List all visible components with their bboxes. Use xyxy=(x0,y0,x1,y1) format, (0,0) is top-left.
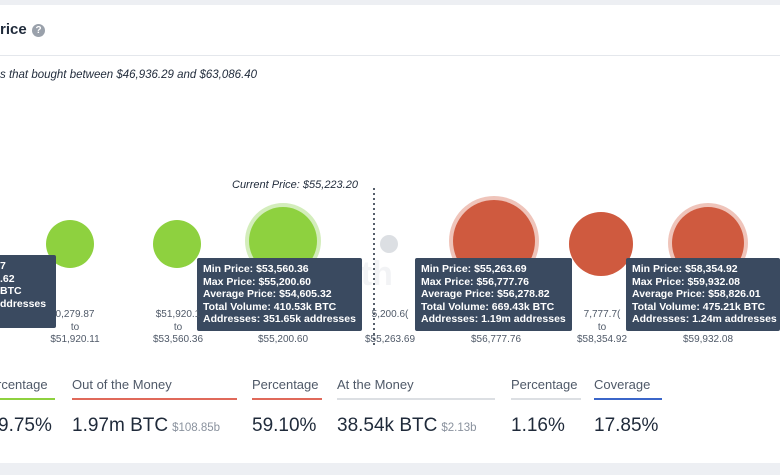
cluster-bubble-2[interactable] xyxy=(46,220,94,268)
stat-value-at-money-percentage: 1.16% xyxy=(511,415,565,436)
cluster-bubble-5[interactable] xyxy=(380,235,398,253)
stat-value-out-of-money-percentage: 59.10% xyxy=(252,415,317,436)
stat-label-coverage: Coverage xyxy=(594,377,662,400)
stat-label-at-money-percentage: Percentage xyxy=(511,377,581,400)
price-range-5: 5,200.6( $55,263.69 xyxy=(364,309,416,345)
tooltip-cluster-6: Min Price: $55,263.69 Max Price: $56,777… xyxy=(415,258,572,331)
stat-value-coverage: 17.85% xyxy=(594,415,659,436)
iomap-card: rice ? s that bought between $46,936.29 … xyxy=(0,5,780,463)
price-range-7: 7,777.7( to $58,354.92 xyxy=(576,309,628,345)
stat-value-in-money-percentage: 9.75% xyxy=(0,415,52,436)
card-title: rice xyxy=(0,21,27,38)
cluster-bubble-7[interactable] xyxy=(569,212,633,276)
tooltip-partial: 7 .62 BTC ddresses xyxy=(0,255,56,328)
stat-label-in-money-percentage: rcentage xyxy=(0,377,55,400)
price-range-8: $59,932.08 xyxy=(682,334,734,345)
cluster-bubble-3[interactable] xyxy=(153,220,201,268)
tooltip-cluster-4: Min Price: $53,560.36 Max Price: $55,200… xyxy=(197,258,362,331)
iomap-chart: Current Price: $55,223.20 xyxy=(46,179,748,345)
stat-value-out-of-money: 1.97m BTC $108.85b xyxy=(72,415,221,436)
stat-value-at-the-money: 38.54k BTC $2.13b xyxy=(337,415,477,436)
price-range-3: $51,920.1 to $53,560.36 xyxy=(152,309,204,345)
card-header: rice ? xyxy=(0,5,780,56)
price-range-2: 0,279.87 to $51,920.11 xyxy=(50,309,100,345)
chart-subtitle: s that bought between $46,936.29 and $63… xyxy=(0,69,258,81)
tooltip-cluster-8: Min Price: $58,354.92 Max Price: $59,932… xyxy=(626,258,780,331)
current-price-label: Current Price: $55,223.20 xyxy=(232,179,359,191)
question-circle-icon[interactable]: ? xyxy=(32,24,45,37)
stat-label-out-of-money-percentage: Percentage xyxy=(252,377,322,400)
price-range-6: $56,777.76 xyxy=(470,334,522,345)
price-range-4: $55,200.60 xyxy=(257,334,309,345)
stat-label-out-of-money: Out of the Money xyxy=(72,377,237,400)
stat-label-at-the-money: At the Money xyxy=(337,377,495,400)
